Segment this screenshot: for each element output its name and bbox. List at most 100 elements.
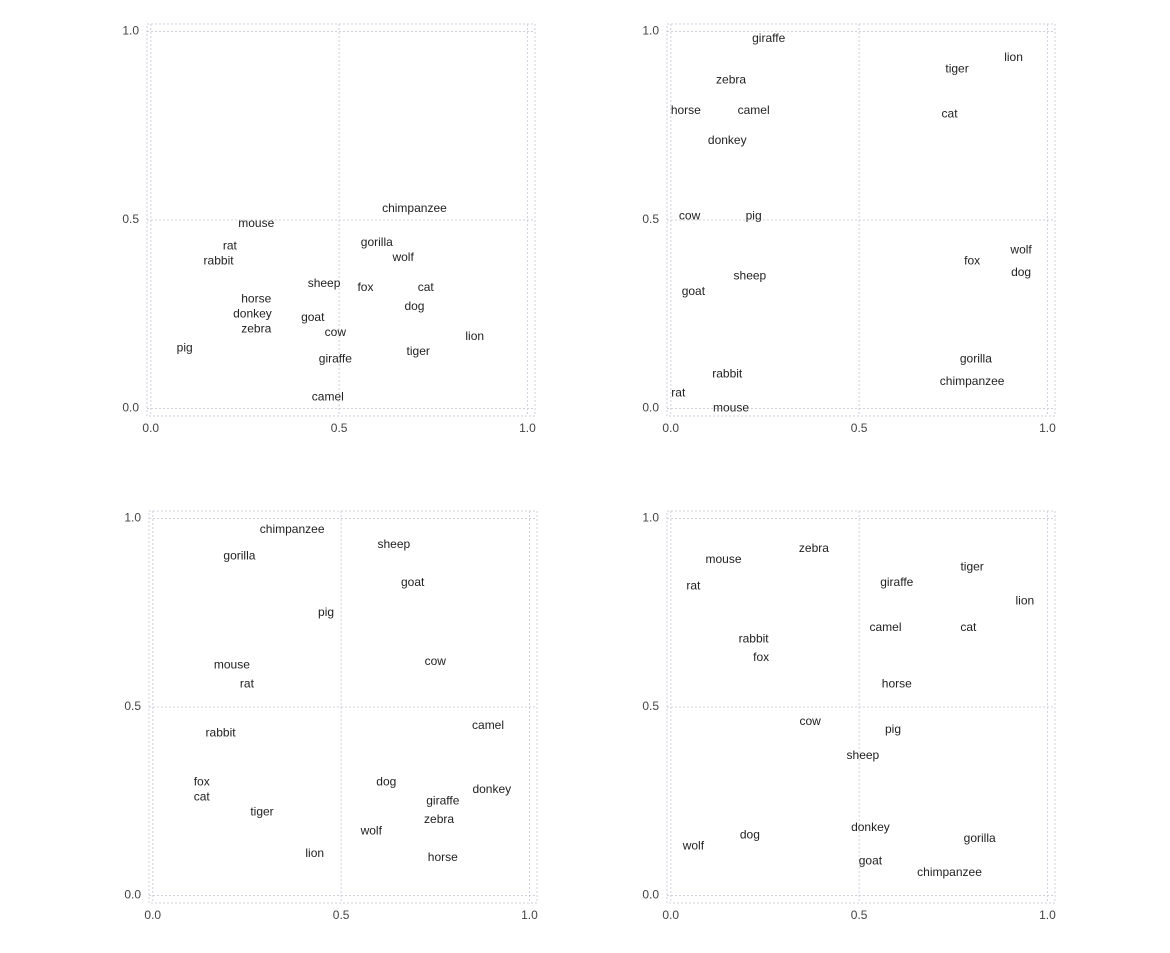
y-tick-label: 0.0: [122, 401, 139, 415]
point-label: rat: [671, 386, 686, 400]
point-label: cat: [942, 107, 959, 121]
point-label: dog: [376, 775, 396, 789]
point-label: mouse: [713, 401, 749, 415]
point-label: mouse: [214, 658, 250, 672]
point-label: camel: [869, 620, 901, 634]
point-label: horse: [241, 291, 271, 305]
point-label: goat: [859, 854, 883, 868]
point-label: gorilla: [361, 235, 393, 249]
point-label: horse: [882, 677, 912, 691]
point-label: pig: [177, 340, 193, 354]
y-tick-label: 0.5: [642, 212, 659, 226]
point-label: rabbit: [206, 726, 237, 740]
point-label: mouse: [238, 216, 274, 230]
y-tick-label: 0.0: [642, 401, 659, 415]
x-tick-label: 1.0: [519, 421, 536, 435]
point-label: goat: [401, 575, 425, 589]
point-label: mouse: [705, 552, 741, 566]
point-label: sheep: [847, 748, 880, 762]
point-label: pig: [318, 605, 334, 619]
x-tick-label: 1.0: [1039, 421, 1056, 435]
y-tick-label: 0.0: [642, 888, 659, 902]
x-tick-label: 0.0: [662, 421, 679, 435]
point-label: wolf: [1009, 242, 1032, 256]
point-label: goat: [301, 310, 325, 324]
point-label: horse: [428, 850, 458, 864]
point-label: donkey: [851, 820, 890, 834]
point-label: camel: [738, 103, 770, 117]
point-label: giraffe: [880, 575, 913, 589]
point-label: horse: [671, 103, 701, 117]
point-label: tiger: [945, 61, 968, 75]
point-label: giraffe: [319, 352, 352, 366]
point-label: chimpanzee: [382, 201, 447, 215]
point-label: rat: [223, 239, 238, 253]
point-label: gorilla: [964, 831, 996, 845]
point-label: rabbit: [739, 631, 770, 645]
y-tick-label: 1.0: [122, 24, 139, 38]
point-label: rabbit: [204, 254, 235, 268]
point-label: dog: [740, 827, 760, 841]
x-tick-label: 0.5: [331, 421, 348, 435]
y-tick-label: 0.5: [124, 699, 141, 713]
point-label: gorilla: [960, 352, 992, 366]
x-tick-label: 0.0: [142, 421, 159, 435]
x-tick-label: 0.5: [851, 908, 868, 922]
point-label: sheep: [308, 276, 341, 290]
point-label: rat: [240, 677, 255, 691]
point-label: camel: [312, 389, 344, 403]
point-label: cow: [425, 654, 447, 668]
point-label: wolf: [682, 839, 705, 853]
point-label: dog: [1011, 265, 1031, 279]
point-label: wolf: [391, 250, 414, 264]
x-tick-label: 1.0: [521, 908, 538, 922]
point-label: lion: [1004, 50, 1023, 64]
point-label: tiger: [960, 560, 983, 574]
point-label: cat: [194, 790, 211, 804]
point-label: lion: [305, 846, 324, 860]
point-label: donkey: [233, 306, 272, 320]
point-label: sheep: [378, 537, 411, 551]
point-label: pig: [746, 208, 762, 222]
point-label: fox: [357, 280, 373, 294]
y-tick-label: 0.5: [122, 212, 139, 226]
point-label: cat: [960, 620, 977, 634]
x-tick-label: 0.0: [662, 908, 679, 922]
point-label: zebra: [799, 541, 829, 555]
point-label: pig: [885, 722, 901, 736]
y-tick-label: 1.0: [642, 24, 659, 38]
point-label: zebra: [424, 812, 454, 826]
point-label: goat: [682, 284, 706, 298]
point-label: rat: [686, 579, 701, 593]
point-label: tiger: [250, 805, 273, 819]
point-label: lion: [465, 329, 484, 343]
point-label: donkey: [472, 782, 511, 796]
x-tick-label: 0.5: [851, 421, 868, 435]
point-label: rabbit: [712, 367, 743, 381]
point-label: fox: [194, 775, 210, 789]
point-label: giraffe: [426, 793, 459, 807]
point-label: dog: [404, 299, 424, 313]
point-label: cow: [799, 714, 821, 728]
point-label: giraffe: [752, 31, 785, 45]
point-label: chimpanzee: [917, 865, 982, 879]
point-label: fox: [753, 650, 769, 664]
y-tick-label: 0.5: [642, 699, 659, 713]
point-label: cow: [679, 208, 701, 222]
point-label: cow: [325, 325, 347, 339]
point-label: zebra: [716, 73, 746, 87]
point-label: tiger: [407, 344, 430, 358]
point-label: sheep: [734, 269, 767, 283]
point-label: lion: [1016, 594, 1035, 608]
x-tick-label: 1.0: [1039, 908, 1056, 922]
x-tick-label: 0.5: [333, 908, 350, 922]
x-tick-label: 0.0: [144, 908, 161, 922]
y-tick-label: 0.0: [124, 888, 141, 902]
y-tick-label: 1.0: [124, 511, 141, 525]
point-label: camel: [472, 718, 504, 732]
point-label: gorilla: [223, 548, 255, 562]
point-label: wolf: [360, 824, 383, 838]
point-label: zebra: [241, 321, 271, 335]
point-label: donkey: [708, 133, 747, 147]
